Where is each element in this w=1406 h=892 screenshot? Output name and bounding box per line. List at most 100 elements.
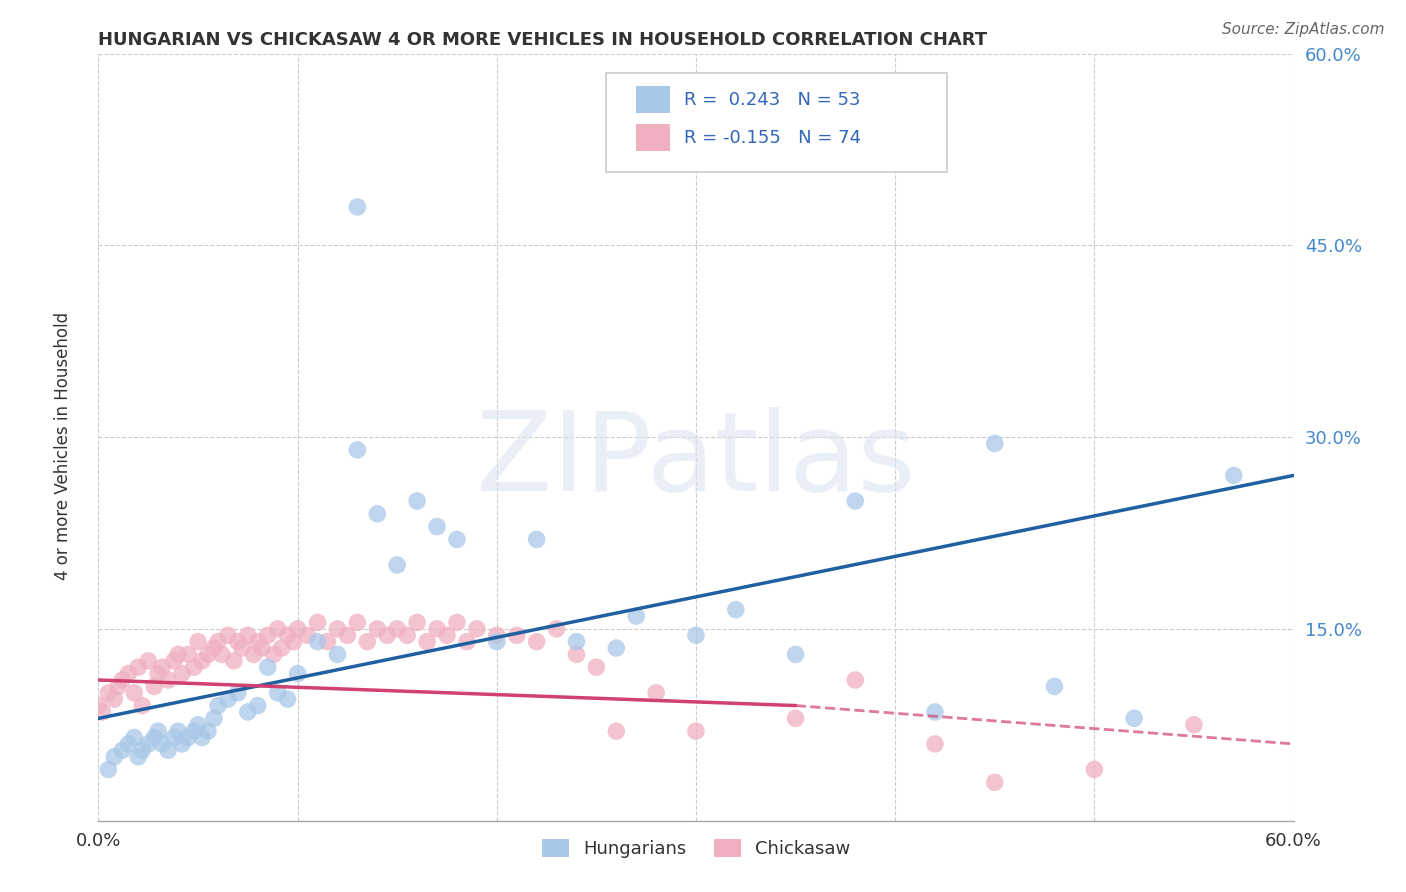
Point <box>202 640 225 655</box>
Point <box>117 737 139 751</box>
Text: ZIPatlas: ZIPatlas <box>477 407 915 514</box>
Point <box>724 603 747 617</box>
Point <box>307 615 329 630</box>
Point <box>143 680 166 694</box>
Point <box>103 692 125 706</box>
Point <box>346 200 368 214</box>
Point <box>103 749 125 764</box>
Point <box>844 673 866 687</box>
Point <box>626 609 648 624</box>
Point <box>1182 717 1205 731</box>
Point <box>217 692 239 706</box>
Point <box>236 705 259 719</box>
Point <box>187 717 209 731</box>
Point <box>485 634 508 648</box>
Point <box>375 628 398 642</box>
Point <box>197 724 219 739</box>
Point <box>231 640 253 655</box>
Point <box>172 737 194 751</box>
Point <box>183 724 205 739</box>
Point <box>246 698 269 713</box>
Point <box>356 634 378 648</box>
Point <box>526 634 548 648</box>
Point <box>150 737 173 751</box>
Point <box>565 648 588 662</box>
Point <box>984 775 1007 789</box>
Point <box>222 654 245 668</box>
Point <box>1043 680 1066 694</box>
Point <box>117 666 139 681</box>
Point <box>157 743 180 757</box>
Text: R =  0.243   N = 53: R = 0.243 N = 53 <box>685 91 860 109</box>
Point <box>1083 763 1105 777</box>
Point <box>1223 468 1246 483</box>
Point <box>605 640 627 655</box>
Point <box>202 711 225 725</box>
Point <box>150 660 173 674</box>
Point <box>605 724 627 739</box>
Point <box>163 731 186 745</box>
Point <box>124 731 146 745</box>
Point <box>148 666 170 681</box>
Point <box>250 640 273 655</box>
Point <box>785 711 807 725</box>
Point <box>136 654 159 668</box>
Point <box>526 533 548 547</box>
Point <box>97 763 120 777</box>
Point <box>307 634 329 648</box>
Point <box>217 628 239 642</box>
Point <box>256 660 278 674</box>
Point <box>124 686 146 700</box>
Point <box>785 648 807 662</box>
Point <box>191 731 214 745</box>
Point <box>585 660 607 674</box>
Point <box>167 648 190 662</box>
Point <box>131 698 153 713</box>
Point <box>87 698 110 713</box>
Point <box>346 615 368 630</box>
Point <box>183 660 205 674</box>
Point <box>396 628 419 642</box>
Point <box>267 622 290 636</box>
Point <box>326 648 349 662</box>
Point <box>385 622 409 636</box>
Point <box>277 692 299 706</box>
Text: Source: ZipAtlas.com: Source: ZipAtlas.com <box>1222 22 1385 37</box>
Point <box>177 731 200 745</box>
Point <box>385 558 409 572</box>
Point <box>506 628 529 642</box>
Point <box>426 622 449 636</box>
Point <box>485 628 508 642</box>
Point <box>297 628 319 642</box>
Point <box>226 634 249 648</box>
Text: HUNGARIAN VS CHICKASAW 4 OR MORE VEHICLES IN HOUSEHOLD CORRELATION CHART: HUNGARIAN VS CHICKASAW 4 OR MORE VEHICLE… <box>98 31 987 49</box>
Point <box>924 737 946 751</box>
Point <box>426 519 449 533</box>
Point <box>263 648 285 662</box>
Point <box>326 622 349 636</box>
Point <box>127 749 149 764</box>
Point <box>277 628 299 642</box>
Point <box>197 648 219 662</box>
Point <box>844 494 866 508</box>
Point <box>316 634 339 648</box>
Point <box>456 634 478 648</box>
Point <box>157 673 180 687</box>
Point <box>336 628 359 642</box>
Point <box>207 634 229 648</box>
Point <box>111 743 134 757</box>
Point <box>436 628 458 642</box>
Point <box>685 724 707 739</box>
Point <box>207 698 229 713</box>
Point <box>645 686 668 700</box>
Point <box>172 666 194 681</box>
Point <box>91 705 114 719</box>
Point <box>191 654 214 668</box>
FancyBboxPatch shape <box>637 125 669 152</box>
Text: 4 or more Vehicles in Household: 4 or more Vehicles in Household <box>55 312 72 580</box>
Point <box>287 622 309 636</box>
Point <box>127 660 149 674</box>
Point <box>446 533 468 547</box>
Point <box>256 628 278 642</box>
Point <box>270 640 292 655</box>
